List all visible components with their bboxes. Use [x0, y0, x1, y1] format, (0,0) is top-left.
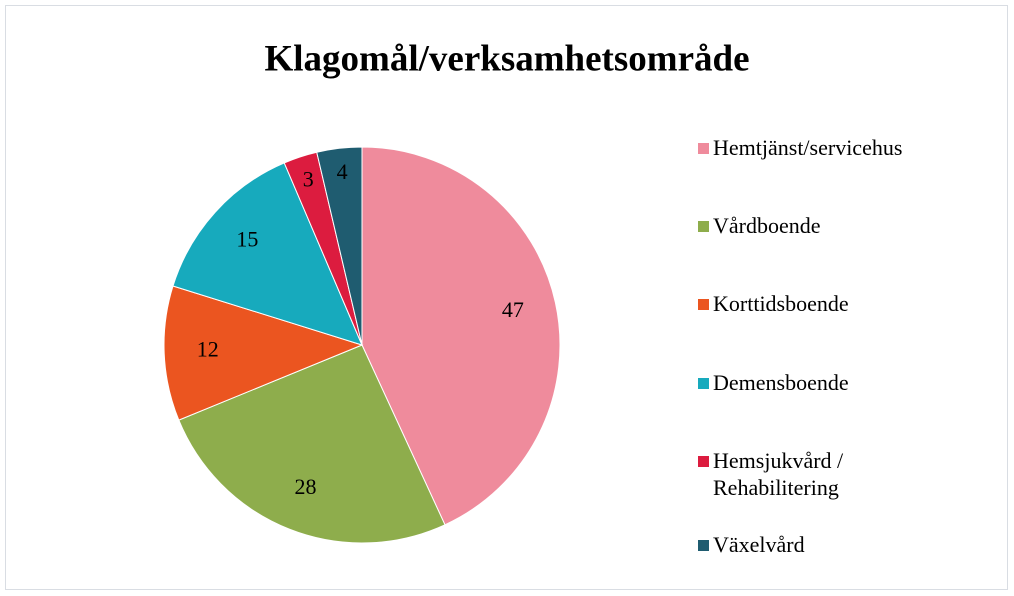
legend-label: Vårdboende [713, 213, 821, 238]
data-label: 28 [294, 474, 316, 499]
legend-swatch [698, 540, 709, 551]
chart-title: Klagomål/verksamhetsområde [264, 38, 749, 79]
legend-item: Demensboende [698, 369, 918, 396]
pie-slice [172, 162, 363, 346]
legend-swatch [698, 456, 709, 467]
pie-slice [163, 285, 364, 421]
legend-label: Växelvård [713, 532, 805, 557]
legend-item: Korttidsboende [698, 290, 918, 317]
legend-label: Hemsjukvård / Rehabilitering [713, 448, 844, 500]
legend-item: Hemsjukvård / Rehabilitering [698, 447, 918, 501]
pie-slice [316, 146, 363, 346]
data-label: 15 [236, 226, 258, 251]
legend-item: Växelvård [698, 531, 918, 558]
legend-swatch [698, 221, 709, 232]
legend-label: Demensboende [713, 370, 849, 395]
legend-swatch [698, 143, 709, 154]
legend-swatch [698, 378, 709, 389]
pie-slice [361, 146, 561, 526]
data-label: 4 [337, 159, 348, 184]
data-label: 47 [502, 297, 524, 322]
data-label: 3 [303, 166, 314, 191]
legend-item: Hemtjänst/servicehus [698, 134, 918, 161]
pie-slice [178, 344, 446, 544]
legend-item: Vårdboende [698, 212, 918, 239]
legend-swatch [698, 299, 709, 310]
legend-label: Korttidsboende [713, 291, 849, 316]
legend-label: Hemtjänst/servicehus [713, 135, 903, 160]
data-label: 12 [197, 337, 219, 362]
